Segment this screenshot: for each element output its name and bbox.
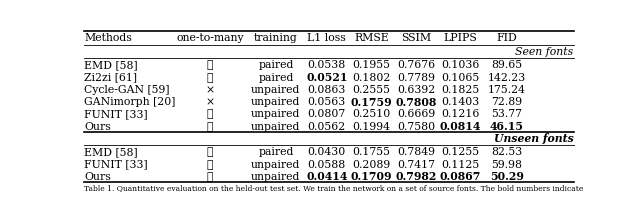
Text: FUNIT [33]: FUNIT [33] [84, 109, 148, 119]
Text: ×: × [205, 97, 215, 107]
Text: training: training [254, 33, 298, 43]
Text: 0.7676: 0.7676 [397, 60, 435, 70]
Text: one-to-many: one-to-many [177, 33, 244, 43]
Text: 0.7808: 0.7808 [396, 97, 436, 108]
Text: 0.7982: 0.7982 [396, 171, 436, 182]
Text: unpaired: unpaired [252, 85, 301, 95]
Text: ✓: ✓ [207, 109, 214, 119]
Text: 0.0562: 0.0562 [308, 122, 346, 132]
Text: paired: paired [258, 147, 294, 157]
Text: RMSE: RMSE [354, 33, 388, 43]
Text: ×: × [205, 85, 215, 95]
Text: unpaired: unpaired [252, 122, 301, 132]
Text: FID: FID [497, 33, 517, 43]
Text: 0.0867: 0.0867 [440, 171, 481, 182]
Text: 0.7580: 0.7580 [397, 122, 435, 132]
Text: 0.0521: 0.0521 [306, 72, 348, 83]
Text: 0.1802: 0.1802 [352, 73, 390, 83]
Text: 89.65: 89.65 [492, 60, 522, 70]
Text: Zi2zi [61]: Zi2zi [61] [84, 73, 137, 83]
Text: 0.2555: 0.2555 [353, 85, 390, 95]
Text: paired: paired [258, 60, 294, 70]
Text: 0.1825: 0.1825 [442, 85, 480, 95]
Text: ✓: ✓ [207, 147, 214, 157]
Text: 0.0807: 0.0807 [308, 109, 346, 119]
Text: 0.2510: 0.2510 [352, 109, 390, 119]
Text: 0.7849: 0.7849 [397, 147, 435, 157]
Text: 142.23: 142.23 [488, 73, 526, 83]
Text: paired: paired [258, 73, 294, 83]
Text: 0.6669: 0.6669 [397, 109, 435, 119]
Text: unpaired: unpaired [252, 97, 301, 107]
Text: Ours: Ours [84, 122, 111, 132]
Text: SSIM: SSIM [401, 33, 431, 43]
Text: 0.0430: 0.0430 [308, 147, 346, 157]
Text: unpaired: unpaired [252, 109, 301, 119]
Text: 0.1759: 0.1759 [351, 97, 392, 108]
Text: 0.0863: 0.0863 [308, 85, 346, 95]
Text: 0.1036: 0.1036 [442, 60, 480, 70]
Text: 59.98: 59.98 [492, 160, 522, 170]
Text: Ours: Ours [84, 172, 111, 182]
Text: Unseen fonts: Unseen fonts [494, 133, 573, 144]
Text: ✓: ✓ [207, 172, 214, 182]
Text: 50.29: 50.29 [490, 171, 524, 182]
Text: 0.7417: 0.7417 [397, 160, 435, 170]
Text: 82.53: 82.53 [491, 147, 522, 157]
Text: 46.15: 46.15 [490, 121, 524, 132]
Text: 0.2089: 0.2089 [352, 160, 390, 170]
Text: 0.1125: 0.1125 [442, 160, 480, 170]
Text: 0.1403: 0.1403 [442, 97, 480, 107]
Text: GANimorph [20]: GANimorph [20] [84, 97, 175, 107]
Text: LPIPS: LPIPS [444, 33, 477, 43]
Text: EMD [58]: EMD [58] [84, 147, 138, 157]
Text: L1 loss: L1 loss [307, 33, 346, 43]
Text: 0.1709: 0.1709 [351, 171, 392, 182]
Text: 0.7789: 0.7789 [397, 73, 435, 83]
Text: ✓: ✓ [207, 122, 214, 132]
Text: ✓: ✓ [207, 60, 214, 70]
Text: 0.1065: 0.1065 [442, 73, 480, 83]
Text: 0.1955: 0.1955 [353, 60, 390, 70]
Text: 0.1994: 0.1994 [353, 122, 390, 132]
Text: Cycle-GAN [59]: Cycle-GAN [59] [84, 85, 170, 95]
Text: ✓: ✓ [207, 73, 214, 83]
Text: Table 1. Quantitative evaluation on the held-out test set. We train the network : Table 1. Quantitative evaluation on the … [84, 184, 583, 192]
Text: 53.77: 53.77 [492, 109, 522, 119]
Text: unpaired: unpaired [252, 172, 301, 182]
Text: 0.0538: 0.0538 [308, 60, 346, 70]
Text: 0.0588: 0.0588 [308, 160, 346, 170]
Text: 0.1755: 0.1755 [353, 147, 390, 157]
Text: 175.24: 175.24 [488, 85, 526, 95]
Text: FUNIT [33]: FUNIT [33] [84, 160, 148, 170]
Text: 72.89: 72.89 [492, 97, 522, 107]
Text: Methods: Methods [84, 33, 132, 43]
Text: 0.0563: 0.0563 [308, 97, 346, 107]
Text: Seen fonts: Seen fonts [515, 47, 573, 57]
Text: 0.1216: 0.1216 [442, 109, 480, 119]
Text: EMD [58]: EMD [58] [84, 60, 138, 70]
Text: 0.6392: 0.6392 [397, 85, 435, 95]
Text: 0.1255: 0.1255 [442, 147, 480, 157]
Text: ✓: ✓ [207, 160, 214, 170]
Text: 0.0814: 0.0814 [440, 121, 481, 132]
Text: unpaired: unpaired [252, 160, 301, 170]
Text: 0.0414: 0.0414 [306, 171, 348, 182]
